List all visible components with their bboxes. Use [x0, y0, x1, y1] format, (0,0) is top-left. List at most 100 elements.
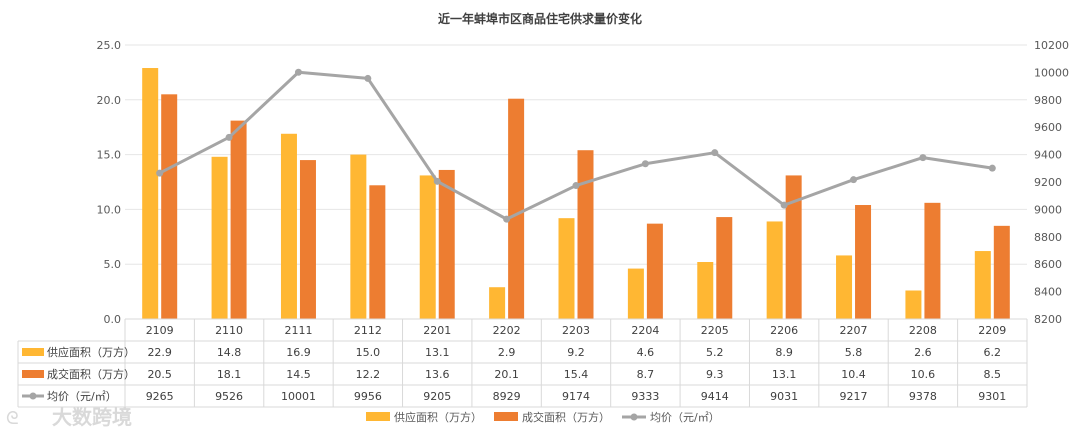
- table-cell: 18.1: [217, 368, 242, 381]
- price-point: [919, 154, 927, 162]
- y-right-tick-label: 9600: [1034, 121, 1062, 134]
- table-cell: 9378: [909, 390, 937, 403]
- y-right-tick-label: 9400: [1034, 149, 1062, 162]
- bar-sold: [924, 202, 941, 319]
- table-cell: 9.2: [567, 346, 585, 359]
- table-cell: 2.9: [498, 346, 516, 359]
- category-label: 2109: [146, 324, 174, 337]
- y-left-tick-label: 25.0: [97, 39, 122, 52]
- bar-supply: [905, 290, 922, 319]
- table-cell: 14.8: [217, 346, 242, 359]
- chart-title: 近一年蚌埠市区商品住宅供求量价变化: [438, 11, 642, 26]
- table-cell: 9526: [215, 390, 243, 403]
- y-left-tick-label: 10.0: [97, 203, 122, 216]
- bar-supply: [419, 175, 436, 319]
- table-cell: 8.5: [984, 368, 1002, 381]
- bar-sold: [785, 175, 802, 319]
- price-point: [780, 201, 788, 209]
- price-point: [988, 164, 996, 172]
- table-cell: 9174: [562, 390, 590, 403]
- bar-sold: [299, 160, 316, 319]
- category-label: 2205: [701, 324, 729, 337]
- bar-sold: [161, 94, 178, 319]
- price-point: [364, 74, 372, 82]
- table-cell: 9031: [770, 390, 798, 403]
- table-cell: 5.8: [845, 346, 863, 359]
- table-cell: 9956: [354, 390, 382, 403]
- table-cell: 10.4: [841, 368, 866, 381]
- bar-sold: [855, 205, 872, 319]
- bar-supply: [627, 268, 644, 319]
- category-label: 2111: [284, 324, 312, 337]
- bar-supply: [142, 68, 159, 320]
- price-point: [641, 160, 649, 168]
- table-row-header: 均价（元/㎡）: [47, 390, 117, 403]
- table-cell: 15.0: [356, 346, 381, 359]
- table-cell: 8.7: [637, 368, 655, 381]
- table-cell: 9.3: [706, 368, 724, 381]
- y-right-tick-label: 9800: [1034, 94, 1062, 107]
- bar-supply: [211, 156, 228, 319]
- table-legend-swatch: [22, 370, 44, 378]
- bar-supply: [697, 262, 714, 319]
- table-cell: 9217: [840, 390, 868, 403]
- table-cell: 8.9: [775, 346, 793, 359]
- legend-swatch: [494, 412, 518, 421]
- bar-sold: [508, 98, 525, 319]
- table-cell: 15.4: [564, 368, 589, 381]
- bar-supply: [558, 218, 575, 319]
- table-cell: 22.9: [147, 346, 172, 359]
- gridlines: [125, 44, 1027, 320]
- table-cell: 8929: [493, 390, 521, 403]
- y-left-tick-label: 20.0: [97, 94, 122, 107]
- bar-sold: [369, 185, 386, 319]
- bars: [142, 68, 1010, 320]
- watermark-text: 大数跨境: [52, 405, 132, 429]
- price-point: [294, 68, 302, 76]
- table-cell: 20.1: [494, 368, 519, 381]
- table-cell: 9333: [631, 390, 659, 403]
- table-cell: 13.1: [425, 346, 450, 359]
- bar-supply: [280, 133, 297, 319]
- bar-supply: [836, 255, 853, 319]
- category-label: 2203: [562, 324, 590, 337]
- y-right-tick-label: 8200: [1034, 313, 1062, 326]
- legend-label: 供应面积（万方）: [394, 410, 482, 424]
- table-cell: 16.9: [286, 346, 311, 359]
- table-cell: 9205: [423, 390, 451, 403]
- table-cell: 10.6: [911, 368, 936, 381]
- table-row-header: 供应面积（万方）: [47, 345, 135, 359]
- table-legend-swatch: [22, 348, 44, 356]
- legend-marker: [630, 413, 638, 421]
- category-label: 2208: [909, 324, 937, 337]
- bar-sold: [577, 150, 594, 319]
- legend: 供应面积（万方） 成交面积（万方） 均价（元/㎡）: [366, 410, 720, 424]
- y-right-tick-label: 10000: [1034, 66, 1069, 79]
- data-table: 2109 22.9 20.5 9265 2110 14.8 18.1 9526 2111 16.9…: [17, 318, 1028, 408]
- table-cell: 5.2: [706, 346, 724, 359]
- category-label: 2207: [840, 324, 868, 337]
- table-cell: 9265: [146, 390, 174, 403]
- table-cell: 10001: [281, 390, 316, 403]
- y-left-tick-label: 0.0: [104, 313, 122, 326]
- y-axis-right: 8200 8400 8600 8800 9000 9200 9400 9600 9800 1000…: [1034, 39, 1069, 326]
- bar-supply: [766, 221, 783, 319]
- watermark-icon: ᘓ: [6, 408, 19, 429]
- legend-label: 均价（元/㎡）: [650, 411, 720, 424]
- category-label: 2209: [978, 324, 1006, 337]
- category-label: 2112: [354, 324, 382, 337]
- table-cell: 9301: [978, 390, 1006, 403]
- y-right-tick-label: 8400: [1034, 286, 1062, 299]
- table-cell: 13.1: [772, 368, 797, 381]
- table-cell: 6.2: [984, 346, 1002, 359]
- category-label: 2201: [423, 324, 451, 337]
- table-legend-marker: [29, 392, 37, 400]
- price-point: [225, 133, 233, 141]
- price-point: [850, 176, 858, 184]
- table-cell: 13.6: [425, 368, 450, 381]
- bar-sold: [716, 217, 733, 319]
- y-right-tick-label: 9200: [1034, 176, 1062, 189]
- table-cell: 4.6: [637, 346, 655, 359]
- table-cell: 12.2: [356, 368, 381, 381]
- table-cell: 20.5: [147, 368, 172, 381]
